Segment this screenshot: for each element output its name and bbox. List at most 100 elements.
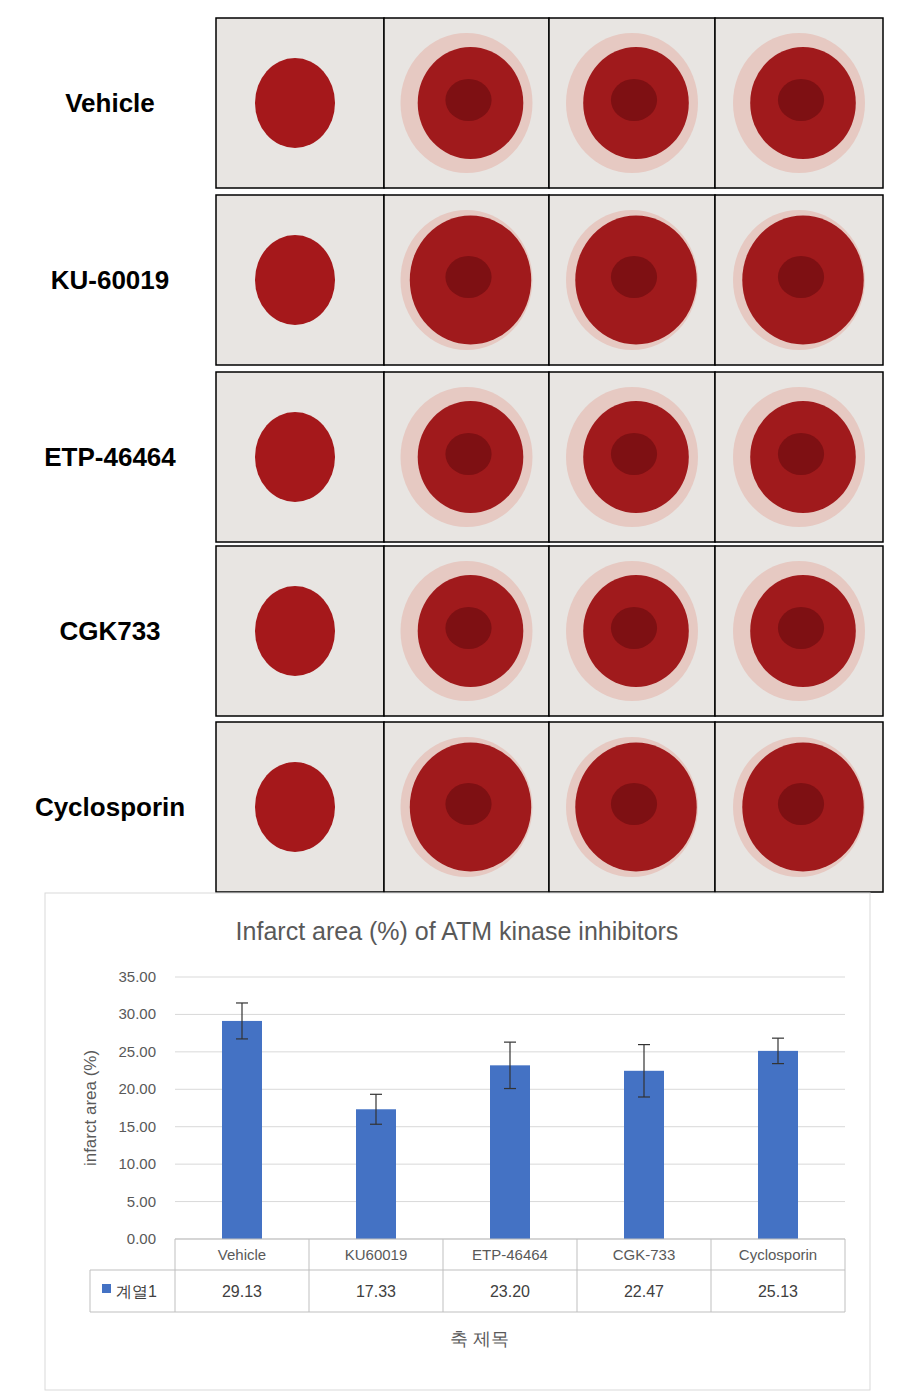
bar — [758, 1051, 798, 1239]
slice-apex — [255, 58, 335, 148]
bar — [222, 1021, 262, 1239]
photo-frame — [549, 372, 715, 542]
slice-tissue — [750, 575, 856, 687]
data-label: 29.13 — [222, 1283, 262, 1300]
slice-outer — [733, 210, 865, 350]
slice-lumen — [611, 783, 657, 825]
slice-outer — [401, 387, 533, 527]
legend-swatch — [102, 1284, 111, 1293]
slice-tissue — [583, 575, 689, 687]
y-tick-label: 5.00 — [127, 1193, 156, 1210]
photo-frame — [549, 18, 715, 188]
image-panels: Vehicle KU-60019 ETP-46464 CGK733 Cyclospori… — [35, 18, 883, 892]
slice-tissue — [575, 216, 696, 345]
slice-tissue — [575, 743, 696, 872]
table-line — [711, 1239, 712, 1312]
grid-line — [175, 1239, 845, 1240]
slice-lumen — [611, 79, 657, 121]
x-tick-label: Cyclosporin — [739, 1246, 817, 1263]
x-tick-label: CGK-733 — [613, 1246, 676, 1263]
error-cap — [370, 1094, 382, 1095]
error-cap — [236, 1002, 248, 1003]
y-tick-label: 35.00 — [118, 968, 156, 985]
slice-outer — [566, 737, 698, 877]
error-cap — [638, 1096, 650, 1097]
error-cap — [236, 1038, 248, 1039]
slice-lumen — [445, 433, 491, 475]
row-label: ETP-46464 — [44, 442, 176, 472]
photo-frame — [384, 372, 549, 542]
x-tick-label: ETP-46464 — [472, 1246, 548, 1263]
error-stem — [643, 1045, 644, 1097]
bar — [356, 1109, 396, 1239]
slice-tissue — [410, 216, 531, 345]
y-tick-label: 0.00 — [127, 1230, 156, 1247]
slice-lumen — [778, 79, 824, 121]
slice-tissue — [750, 401, 856, 513]
photo-frame — [715, 18, 883, 188]
error-bar — [638, 1045, 650, 1097]
bars — [222, 1003, 798, 1239]
table-line — [90, 1270, 91, 1312]
slice-apex — [255, 586, 335, 676]
chart-frame — [45, 893, 870, 1390]
y-tick-label: 10.00 — [118, 1155, 156, 1172]
slice-lumen — [445, 607, 491, 649]
y-tick-label: 15.00 — [118, 1118, 156, 1135]
row-label: KU-60019 — [51, 265, 170, 295]
error-cap — [370, 1124, 382, 1125]
data-label: 17.33 — [356, 1283, 396, 1300]
slice-lumen — [445, 256, 491, 298]
slice-outer — [733, 33, 865, 173]
error-stem — [509, 1042, 510, 1088]
error-cap — [772, 1063, 784, 1064]
slice-lumen — [611, 607, 657, 649]
slice-lumen — [611, 256, 657, 298]
page: Vehicle KU-60019 ETP-46464 CGK733 Cyclospori… — [0, 0, 924, 1396]
slice-lumen — [445, 783, 491, 825]
chart-title: Infarct area (%) of ATM kinase inhibitor… — [236, 917, 679, 945]
row-label: Vehicle — [65, 88, 155, 118]
error-cap — [504, 1042, 516, 1043]
photo-frame — [384, 546, 549, 716]
row-label: CGK733 — [59, 616, 160, 646]
data-label: 25.13 — [758, 1283, 798, 1300]
slice-lumen — [778, 607, 824, 649]
photo-frame — [216, 722, 384, 892]
slice-lumen — [778, 783, 824, 825]
photo-frame — [549, 546, 715, 716]
table-line — [443, 1239, 444, 1312]
slice-tissue — [418, 401, 524, 513]
photo-frame — [216, 546, 384, 716]
slice-outer — [566, 387, 698, 527]
table-line — [577, 1239, 578, 1312]
row-label: Cyclosporin — [35, 792, 185, 822]
slice-tissue — [583, 401, 689, 513]
error-bar — [772, 1038, 784, 1063]
photo-frame — [715, 372, 883, 542]
error-stem — [777, 1038, 778, 1063]
slice-outer — [401, 210, 533, 350]
photo-frame — [384, 722, 549, 892]
slice-outer — [733, 561, 865, 701]
error-stem — [241, 1003, 242, 1039]
slice-outer — [566, 33, 698, 173]
photo-frame — [715, 195, 883, 365]
x-tick-label: KU60019 — [345, 1246, 408, 1263]
y-axis-label: infarct area (%) — [81, 1050, 100, 1166]
error-cap — [772, 1038, 784, 1039]
x-tick-label: Vehicle — [218, 1246, 266, 1263]
bar — [490, 1065, 530, 1239]
slice-lumen — [778, 256, 824, 298]
photo-frame — [715, 546, 883, 716]
photo-frame — [715, 722, 883, 892]
photo-frame — [549, 722, 715, 892]
slice-outer — [401, 737, 533, 877]
slice-tissue — [418, 575, 524, 687]
grid-line — [175, 1014, 845, 1015]
photo-frame — [384, 195, 549, 365]
photo-frame — [216, 195, 384, 365]
table-line — [175, 1239, 845, 1240]
slice-tissue — [583, 47, 689, 159]
photo-frame — [216, 372, 384, 542]
